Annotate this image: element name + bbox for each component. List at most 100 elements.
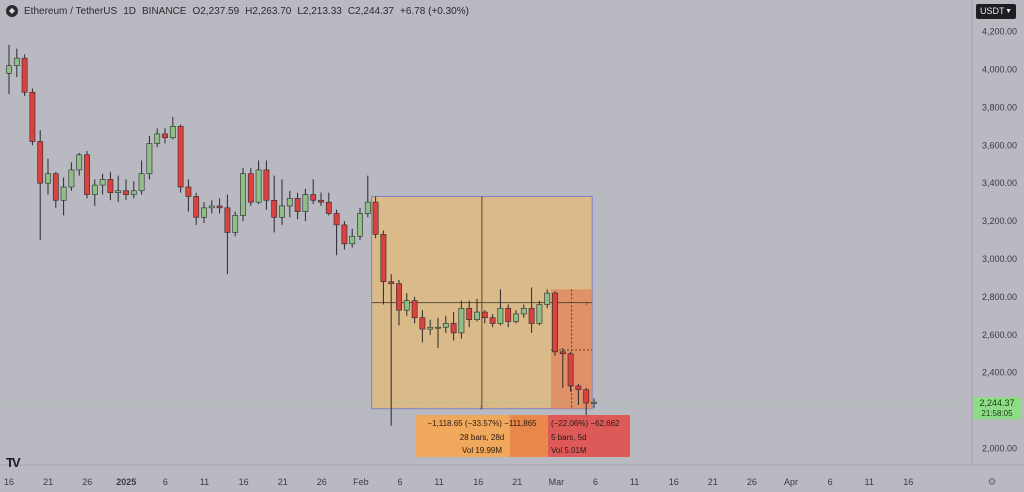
time-tick-label: 6 <box>593 477 598 487</box>
measure-1-volume-label: Vol 19.99M <box>462 446 502 455</box>
candle-body-down[interactable] <box>450 323 457 334</box>
candle-body-down[interactable] <box>411 300 418 319</box>
candle-body-up[interactable] <box>279 205 285 218</box>
candle-body-up[interactable] <box>60 186 67 201</box>
candle-body-up[interactable] <box>169 126 176 139</box>
candle-body-up[interactable] <box>349 235 356 245</box>
candle-body-down[interactable] <box>193 196 200 218</box>
last-price-value: 2,244.37 <box>979 398 1014 408</box>
candle-body-down[interactable] <box>341 224 348 245</box>
candle-body-down[interactable] <box>559 351 566 355</box>
symbol-name[interactable]: Ethereum / TetherUS <box>24 5 118 17</box>
candle-body-down[interactable] <box>224 207 231 233</box>
candle-body-down[interactable] <box>177 126 184 188</box>
measure-1-change-label: −1,118.65 (−33.57%) −111,865 <box>427 419 537 428</box>
candle-body-down[interactable] <box>29 91 36 142</box>
time-tick-label: 26 <box>317 477 327 487</box>
candle-body-down[interactable] <box>294 198 301 212</box>
candle-body-up[interactable] <box>76 154 83 171</box>
candle-body-down[interactable] <box>162 133 168 139</box>
candle-body-down[interactable] <box>216 205 223 209</box>
exchange-label: BINANCE <box>142 5 187 17</box>
candle-body-down[interactable] <box>318 199 324 203</box>
interval-label[interactable]: 1D <box>123 5 136 17</box>
candle-body-up[interactable] <box>364 201 371 214</box>
candle-body-down[interactable] <box>466 307 473 320</box>
candle-body-down[interactable] <box>552 292 558 353</box>
candle-body-down[interactable] <box>528 307 535 324</box>
candle-body-down[interactable] <box>333 213 340 226</box>
candle-body-up[interactable] <box>13 57 20 67</box>
candle-body-up[interactable] <box>208 205 215 209</box>
candle-body-up[interactable] <box>458 307 465 334</box>
candle-body-up[interactable] <box>255 169 262 203</box>
candle-body-up[interactable] <box>68 169 75 188</box>
time-tick-label: Apr <box>784 477 798 487</box>
candle-body-up[interactable] <box>91 184 98 195</box>
candle-body-up[interactable] <box>130 190 137 195</box>
candle-countdown: 21:58:05 <box>981 409 1013 418</box>
candle-body-down[interactable] <box>52 173 59 201</box>
candle-body-up[interactable] <box>435 326 441 329</box>
candle-body-down[interactable] <box>185 186 192 197</box>
candle-body-up[interactable] <box>115 190 122 193</box>
candle-body-down[interactable] <box>37 141 44 184</box>
candle-body-down[interactable] <box>372 201 379 235</box>
candle-body-down[interactable] <box>325 201 332 214</box>
candle-body-down[interactable] <box>481 311 488 319</box>
candle-body-down[interactable] <box>388 281 395 284</box>
candle-body-down[interactable] <box>567 353 574 387</box>
candle-body-up[interactable] <box>240 173 246 216</box>
candle-body-up[interactable] <box>357 213 363 237</box>
candle-body-down[interactable] <box>505 307 512 322</box>
candle-body-down[interactable] <box>583 389 590 404</box>
candle-body-up[interactable] <box>286 198 293 207</box>
candle-body-up[interactable] <box>201 207 207 218</box>
candle-body-down[interactable] <box>575 385 582 391</box>
candle-body-up[interactable] <box>45 173 51 184</box>
candle-body-down[interactable] <box>247 173 254 203</box>
candle-body-down[interactable] <box>123 190 129 195</box>
candle-body-down[interactable] <box>419 317 426 330</box>
measure-1-info-box[interactable] <box>416 415 510 457</box>
candle-body-up[interactable] <box>442 323 449 328</box>
candle-body-up[interactable] <box>138 173 145 192</box>
candle-body-down[interactable] <box>84 154 90 195</box>
chevron-down-icon: ▼ <box>1005 8 1012 15</box>
measure-overlap-info-box[interactable] <box>510 415 548 457</box>
candle-body-up[interactable] <box>474 311 480 320</box>
candle-body-up[interactable] <box>154 133 161 144</box>
measure-2-info-box[interactable] <box>548 415 630 457</box>
candle-body-down[interactable] <box>263 169 270 201</box>
time-tick-label: 6 <box>828 477 833 487</box>
candle-body-down[interactable] <box>21 57 28 93</box>
candle-body-up[interactable] <box>591 401 597 404</box>
candle-body-down[interactable] <box>310 194 317 201</box>
price-tick-label: 2,400.00 <box>982 368 1017 378</box>
axis-settings-gear-icon[interactable]: ⚙ <box>988 477 997 488</box>
measure-2-volume-label: Vol 5.01M <box>551 446 587 455</box>
candle-body-up[interactable] <box>520 307 527 315</box>
candle-body-up[interactable] <box>513 313 519 322</box>
measure-1-bars-label: 28 bars, 28d <box>460 433 504 442</box>
candle-body-up[interactable] <box>146 143 153 175</box>
time-tick-label: 6 <box>163 477 168 487</box>
candle-body-down[interactable] <box>380 234 387 283</box>
measure-2-change-label: (−22.06%) −62,662 <box>551 419 620 428</box>
candle-body-up[interactable] <box>99 179 106 186</box>
candle-body-up[interactable] <box>427 326 434 330</box>
candle-body-up[interactable] <box>536 304 543 324</box>
candle-body-down[interactable] <box>271 199 278 218</box>
candle-body-up[interactable] <box>497 307 504 324</box>
candle-body-down[interactable] <box>489 317 496 324</box>
candle-body-down[interactable] <box>107 179 114 193</box>
time-tick-label: 21 <box>43 477 53 487</box>
candle-body-up[interactable] <box>403 300 410 311</box>
candle-body-down[interactable] <box>396 283 402 311</box>
currency-select-button[interactable]: USDT ▼ <box>976 4 1016 19</box>
candle-body-up[interactable] <box>232 215 239 233</box>
candle-body-up[interactable] <box>6 65 12 74</box>
candle-body-up[interactable] <box>544 292 551 305</box>
candle-body-up[interactable] <box>302 194 309 212</box>
